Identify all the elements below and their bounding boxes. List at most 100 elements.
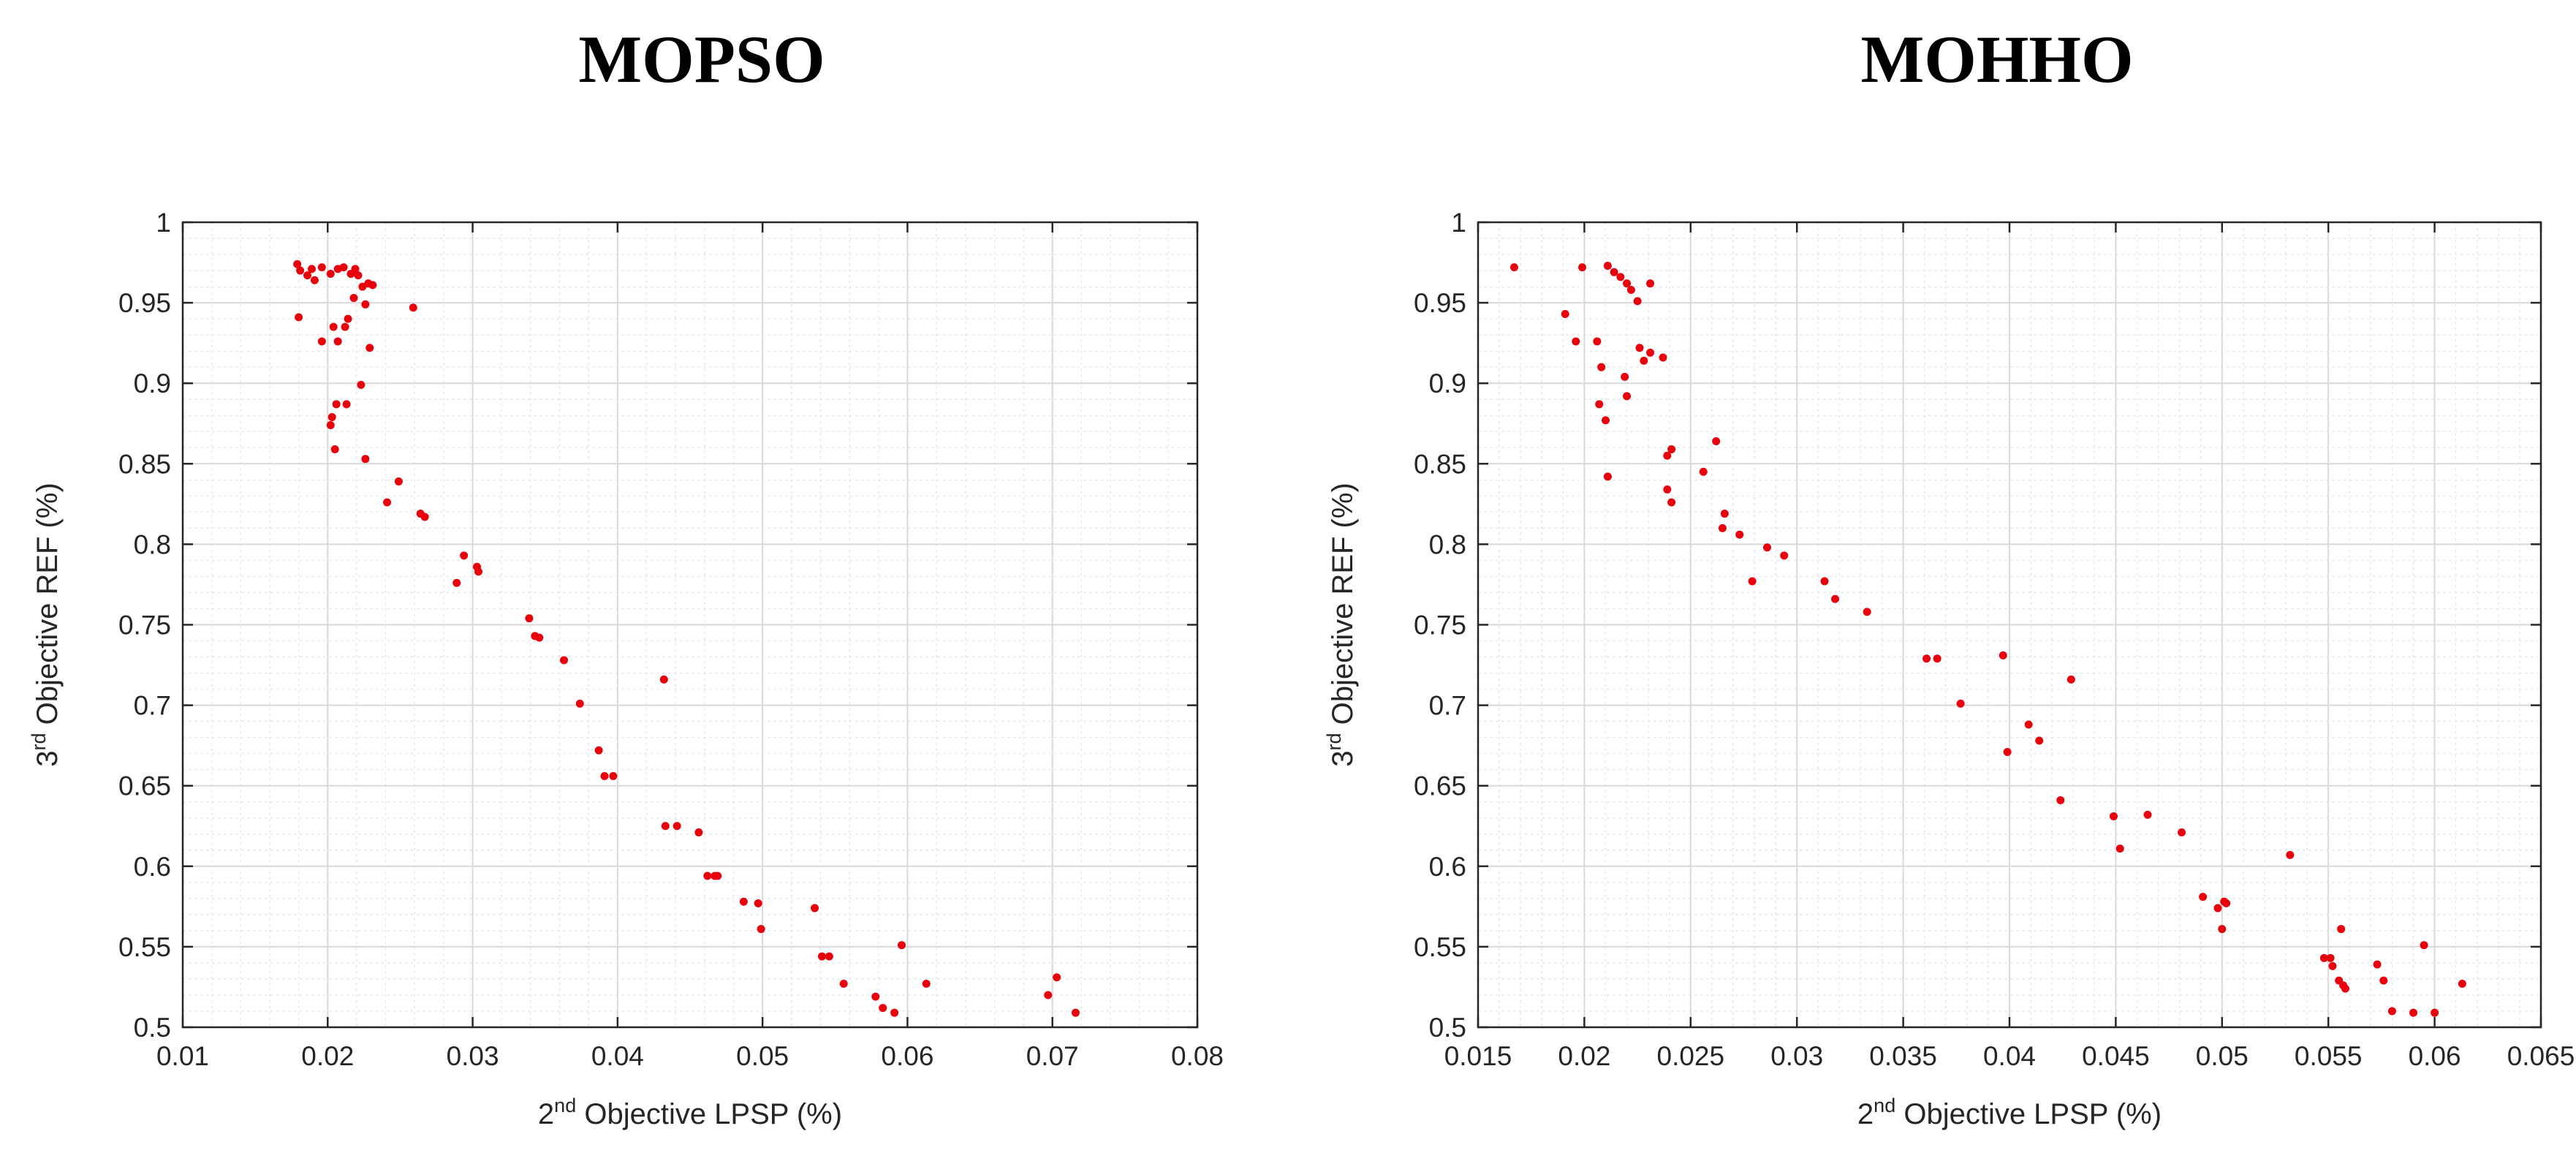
data-point [365, 344, 374, 352]
data-point [754, 899, 762, 907]
data-point [2024, 720, 2033, 729]
data-point [1623, 279, 1632, 288]
scatter-plot-mohho: 0.015 0.02 0.025 0.03 0.035 0.04 0.045 0.05 0.05… [1323, 208, 2575, 1130]
minor-grid-mohho [1478, 222, 2541, 1027]
data-point [1780, 551, 1789, 560]
data-point [1626, 285, 1635, 294]
data-point [341, 322, 349, 331]
data-point [1956, 699, 1965, 708]
x-tick-label: 0.04 [1983, 1041, 2036, 1071]
x-tick-label: 0.06 [2409, 1041, 2461, 1071]
data-point [1621, 372, 1629, 381]
data-point [383, 498, 392, 507]
data-point [739, 897, 748, 906]
data-point [361, 455, 370, 464]
data-point [600, 771, 609, 780]
data-point [2373, 960, 2382, 969]
data-point [1635, 344, 1644, 352]
data-point [703, 872, 712, 880]
y-tick-label: 0.8 [1429, 529, 1466, 559]
y-tick-label: 0.75 [118, 610, 171, 640]
x-tick-label: 0.03 [1770, 1041, 1823, 1071]
major-grid-mohho [1477, 222, 2542, 1028]
data-point [575, 699, 584, 708]
data-point [1623, 392, 1632, 401]
x-tick-label: 0.04 [591, 1041, 644, 1071]
data-point [1633, 297, 1642, 306]
data-point [344, 314, 352, 323]
y-tick-label: 0.75 [1414, 610, 1466, 640]
data-point [1718, 523, 1727, 532]
y-tick-label: 0.65 [118, 771, 171, 801]
data-point [296, 266, 305, 275]
data-point [2387, 1007, 2396, 1016]
tick-marks-mohho [1477, 221, 2542, 1029]
data-point [2328, 961, 2337, 970]
data-point [817, 952, 826, 961]
x-axis-label: 2nd Objective LPSP (%) [1857, 1095, 2162, 1130]
data-point [1667, 498, 1676, 507]
y-tick-label: 0.9 [1429, 368, 1466, 398]
data-point [1640, 356, 1648, 365]
data-point [460, 551, 469, 560]
data-point [609, 771, 618, 780]
data-point [1831, 594, 1840, 603]
data-point [2286, 850, 2295, 859]
data-point [1735, 530, 1744, 539]
x-tick-label: 0.02 [1558, 1041, 1610, 1071]
data-point [452, 578, 461, 587]
data-point [2199, 893, 2208, 901]
data-point [342, 400, 351, 409]
data-point [332, 400, 341, 409]
y-tick-label: 0.7 [134, 691, 171, 721]
data-point [1053, 973, 1061, 982]
data-point [2431, 1008, 2439, 1017]
data-point [1595, 400, 1604, 409]
data-point [694, 828, 703, 837]
x-tick-label: 0.02 [301, 1041, 354, 1071]
y-tick-label: 0.5 [1429, 1013, 1466, 1043]
data-point [326, 269, 335, 278]
data-point [1646, 348, 1655, 357]
x-tick-label: 0.07 [1026, 1041, 1079, 1071]
data-point [349, 293, 358, 302]
data-point [1577, 263, 1586, 272]
data-point [1667, 445, 1676, 453]
data-point [2067, 675, 2075, 684]
y-tick-label: 0.85 [118, 449, 171, 479]
data-point [1699, 467, 1708, 476]
data-point [525, 614, 534, 623]
data-point [329, 322, 338, 331]
data-point [535, 633, 544, 642]
x-tick-label: 0.01 [156, 1041, 209, 1071]
scatter-plot-mopso: 0.01 0.02 0.03 0.04 0.05 0.06 0.07 0.08 0.5 0.55 0… [28, 208, 1224, 1130]
data-point [2035, 736, 2044, 745]
data-point [307, 265, 316, 273]
data-point [2222, 899, 2231, 907]
data-point [303, 271, 312, 280]
y-tick-label: 0.65 [1414, 771, 1466, 801]
data-point [757, 925, 765, 934]
data-point [825, 952, 833, 961]
data-point [1748, 577, 1757, 586]
data-point [409, 303, 417, 312]
data-point [327, 412, 336, 421]
data-point [1561, 310, 1569, 319]
data-point [1712, 436, 1721, 445]
y-tick-label: 0.85 [1414, 449, 1466, 479]
y-tick-label: 0.9 [134, 368, 171, 398]
tick-marks-mopso [181, 221, 1199, 1029]
data-point [1863, 608, 1871, 616]
x-tick-label: 0.045 [2082, 1041, 2150, 1071]
data-point [1663, 451, 1672, 460]
data-point [890, 1008, 899, 1017]
data-point [559, 656, 568, 665]
data-point [1597, 363, 1606, 371]
data-point [1603, 261, 1612, 270]
y-axis-label: 3rd Objective REF (%) [1323, 483, 1359, 767]
data-point [2143, 810, 2152, 819]
data-point [1616, 273, 1625, 281]
data-point [879, 1004, 887, 1013]
x-tick-label: 0.06 [881, 1041, 933, 1071]
